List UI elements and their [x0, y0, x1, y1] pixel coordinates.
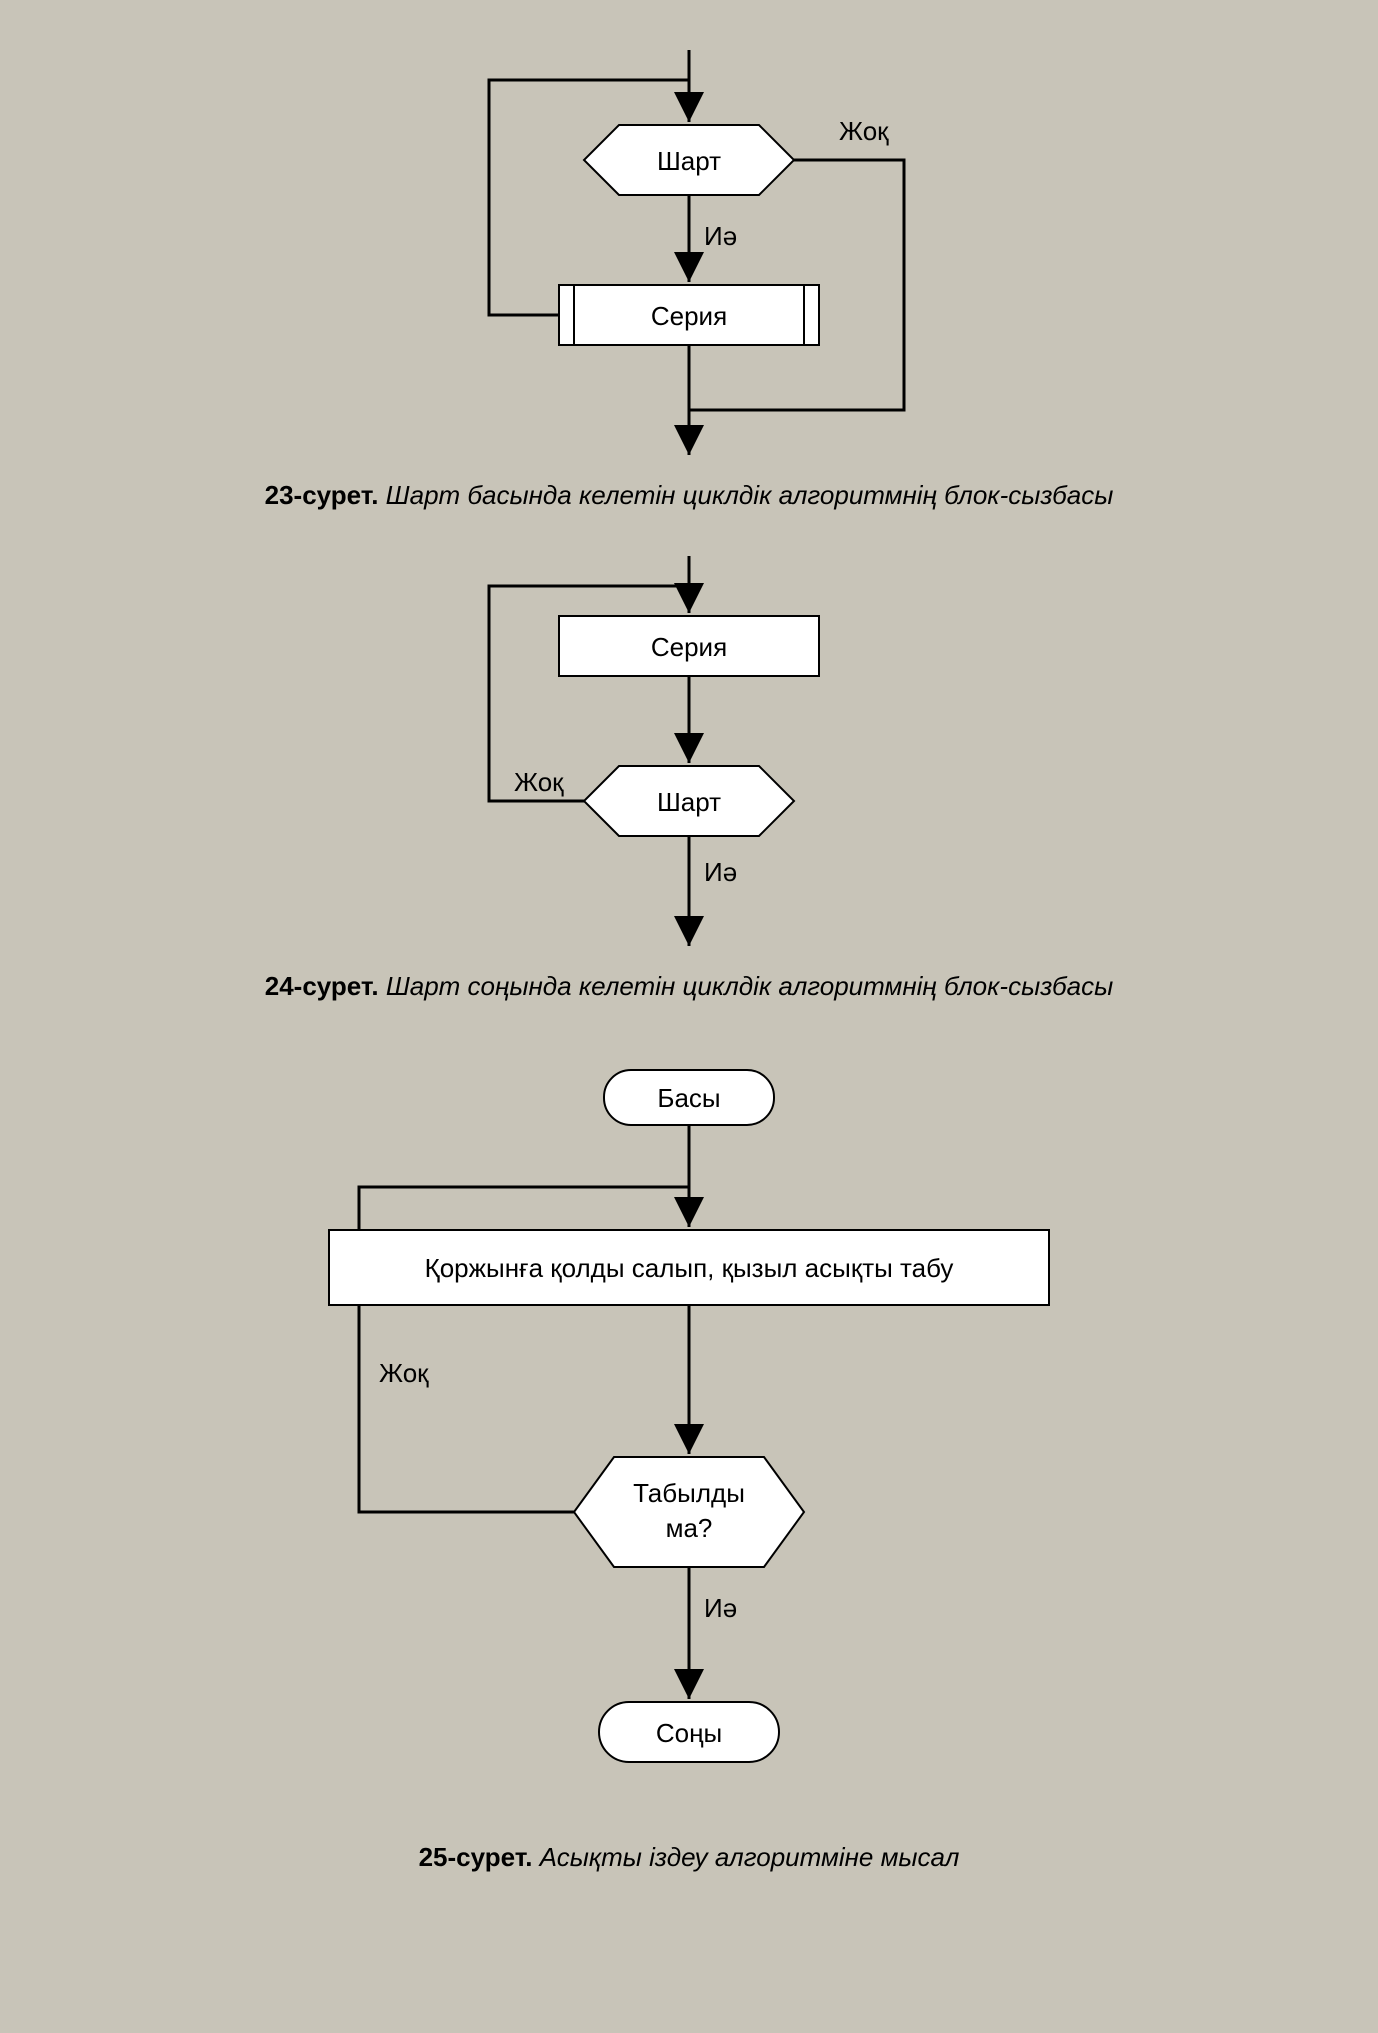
fig24-caption-num: 24-сурет. — [265, 971, 379, 1001]
fig25-decision-line1: Табылды — [633, 1478, 745, 1508]
figure-23: Шарт Серия Жоқ Иә — [339, 40, 1039, 460]
fig24-process-text: Серия — [651, 632, 727, 662]
fig23-decision-text: Шарт — [657, 146, 721, 176]
fig23-process-text: Серия — [651, 301, 727, 331]
fig23-no-label: Жоқ — [839, 116, 889, 146]
fig24-svg: Серия Шарт Жоқ Иә — [339, 551, 1039, 951]
fig25-caption-num: 25-сурет. — [419, 1842, 533, 1872]
fig24-decision-text: Шарт — [657, 787, 721, 817]
figure-24: Серия Шарт Жоқ Иә — [339, 551, 1039, 951]
fig24-caption: 24-сурет. Шарт соңында келетін циклдік а… — [20, 971, 1358, 1002]
fig23-caption-text: Шарт басында келетін циклдік алгоритмнің… — [386, 480, 1114, 510]
fig25-end-text: Соңы — [656, 1718, 722, 1748]
fig24-no-label: Жоқ — [514, 767, 564, 797]
fig25-no-label: Жоқ — [379, 1358, 429, 1388]
fig25-process-text: Қоржынға қолды салып, қызыл асықты табу — [425, 1253, 954, 1283]
fig23-yes-label: Иә — [704, 221, 737, 251]
fig25-yes-label: Иә — [704, 1593, 737, 1623]
fig23-caption: 23-сурет. Шарт басында келетін циклдік а… — [20, 480, 1358, 511]
fig23-svg: Шарт Серия Жоқ Иә — [339, 40, 1039, 460]
fig25-svg: Басы Қоржынға қолды салып, қызыл асықты … — [239, 1042, 1139, 1822]
figure-25: Басы Қоржынға қолды салып, қызыл асықты … — [239, 1042, 1139, 1822]
fig25-caption-text: Асықты іздеу алгоритміне мысал — [540, 1842, 960, 1872]
fig25-decision-line2: ма? — [666, 1513, 713, 1543]
fig24-yes-label: Иә — [704, 857, 737, 887]
fig25-caption: 25-сурет. Асықты іздеу алгоритміне мысал — [20, 1842, 1358, 1873]
fig23-caption-num: 23-сурет. — [265, 480, 379, 510]
fig25-start-text: Басы — [657, 1083, 720, 1113]
fig24-caption-text: Шарт соңында келетін циклдік алгоритмнің… — [386, 971, 1113, 1001]
